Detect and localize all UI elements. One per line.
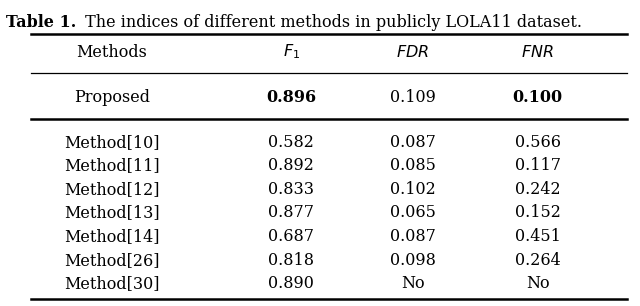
Text: Method[26]: Method[26] (64, 252, 160, 269)
Text: 0.264: 0.264 (515, 252, 561, 269)
Text: 0.582: 0.582 (268, 134, 314, 151)
Text: Method[14]: Method[14] (64, 228, 160, 245)
Text: $\mathit{FDR}$: $\mathit{FDR}$ (396, 43, 429, 61)
Text: 0.877: 0.877 (268, 204, 314, 222)
Text: 0.065: 0.065 (390, 204, 436, 222)
Text: 0.890: 0.890 (268, 275, 314, 292)
Text: 0.085: 0.085 (390, 157, 436, 174)
Text: 0.566: 0.566 (515, 134, 561, 151)
Text: 0.451: 0.451 (515, 228, 561, 245)
Text: 0.896: 0.896 (266, 89, 316, 106)
Text: No: No (401, 275, 424, 292)
Text: 0.242: 0.242 (515, 181, 561, 198)
Text: Method[30]: Method[30] (64, 275, 160, 292)
Text: 0.687: 0.687 (268, 228, 314, 245)
Text: 0.098: 0.098 (390, 252, 436, 269)
Text: 0.109: 0.109 (390, 89, 436, 106)
Text: 0.102: 0.102 (390, 181, 436, 198)
Text: $\mathit{F}_1$: $\mathit{F}_1$ (283, 43, 300, 62)
Text: Method[10]: Method[10] (64, 134, 160, 151)
Text: Table 1.: Table 1. (6, 14, 77, 31)
Text: 0.087: 0.087 (390, 134, 436, 151)
Text: 0.087: 0.087 (390, 228, 436, 245)
Text: Methods: Methods (77, 43, 147, 61)
Text: The indices of different methods in publicly LOLA11 dataset.: The indices of different methods in publ… (80, 14, 582, 31)
Text: 0.152: 0.152 (515, 204, 561, 222)
Text: 0.818: 0.818 (268, 252, 314, 269)
Text: Proposed: Proposed (74, 89, 150, 106)
Text: 0.892: 0.892 (268, 157, 314, 174)
Text: 0.833: 0.833 (268, 181, 314, 198)
Text: $\mathit{FNR}$: $\mathit{FNR}$ (521, 43, 554, 61)
Text: 0.117: 0.117 (515, 157, 561, 174)
Text: No: No (526, 275, 549, 292)
Text: Method[12]: Method[12] (64, 181, 160, 198)
Text: 0.100: 0.100 (513, 89, 563, 106)
Text: Method[11]: Method[11] (64, 157, 160, 174)
Text: Method[13]: Method[13] (64, 204, 160, 222)
